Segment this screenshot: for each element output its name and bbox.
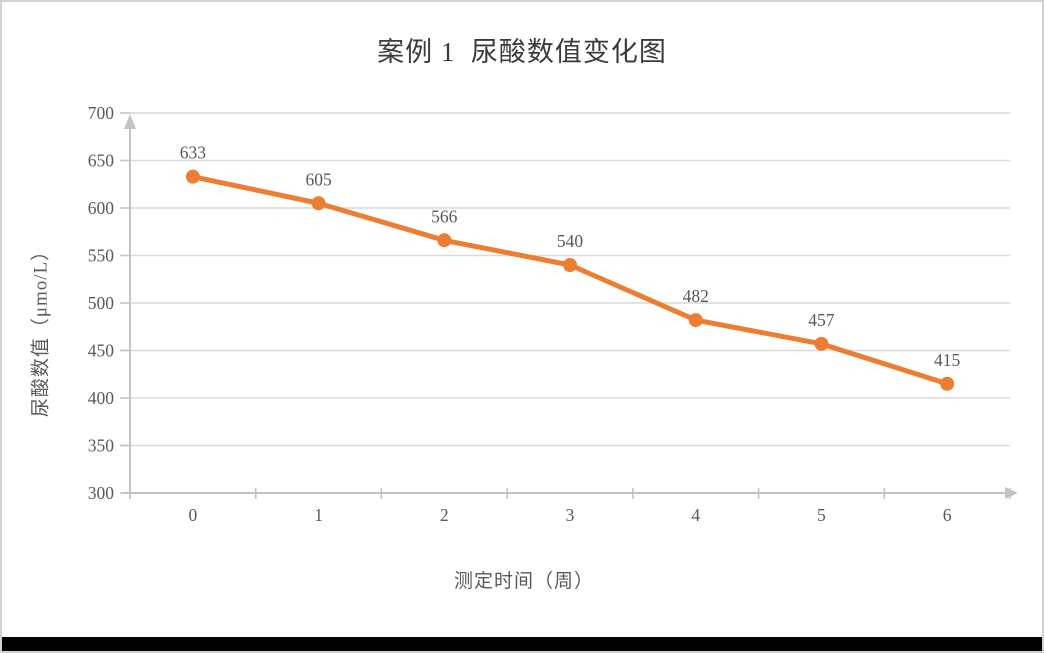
data-point-marker [311, 196, 326, 211]
x-tick-label: 5 [817, 505, 826, 525]
data-point-marker [437, 233, 452, 248]
y-tick-label: 500 [88, 293, 115, 313]
y-tick-label: 300 [88, 483, 115, 503]
x-tick-label: 4 [691, 505, 700, 525]
y-tick-label: 350 [88, 436, 115, 456]
x-axis-title: 测定时间（周） [453, 571, 594, 592]
data-label: 457 [808, 310, 835, 330]
y-axis-arrow-icon [124, 114, 136, 129]
data-point-marker [185, 169, 200, 184]
x-axis-arrow-icon [1005, 487, 1018, 499]
y-tick-label: 600 [88, 198, 115, 218]
data-label: 566 [431, 206, 458, 226]
data-point-marker [688, 313, 703, 328]
chart-title: 案例 1 尿酸数值变化图 [377, 37, 667, 67]
data-label: 482 [683, 286, 709, 306]
x-tick-label: 0 [188, 505, 197, 525]
y-tick-label: 700 [88, 103, 115, 123]
bottom-bar [2, 637, 1042, 651]
y-tick-label: 450 [88, 341, 115, 361]
data-label: 605 [305, 169, 332, 189]
x-tick-label: 6 [943, 505, 952, 525]
x-tick-label: 2 [440, 505, 449, 525]
y-tick-label: 550 [88, 246, 115, 266]
data-point-marker [940, 376, 955, 391]
data-label: 415 [934, 350, 961, 370]
x-tick-label: 3 [566, 505, 575, 525]
y-tick-label: 400 [88, 388, 115, 408]
data-point-marker [814, 336, 829, 351]
data-label: 633 [180, 143, 207, 163]
data-label: 540 [557, 231, 584, 251]
y-tick-label: 650 [88, 151, 115, 171]
plot-area: 300 350 400 450 500 550 600 650 700 0 1 2 3 4 5 6 633 605… [88, 103, 1018, 525]
data-point-marker [563, 258, 577, 272]
x-tick-label: 1 [314, 505, 323, 525]
